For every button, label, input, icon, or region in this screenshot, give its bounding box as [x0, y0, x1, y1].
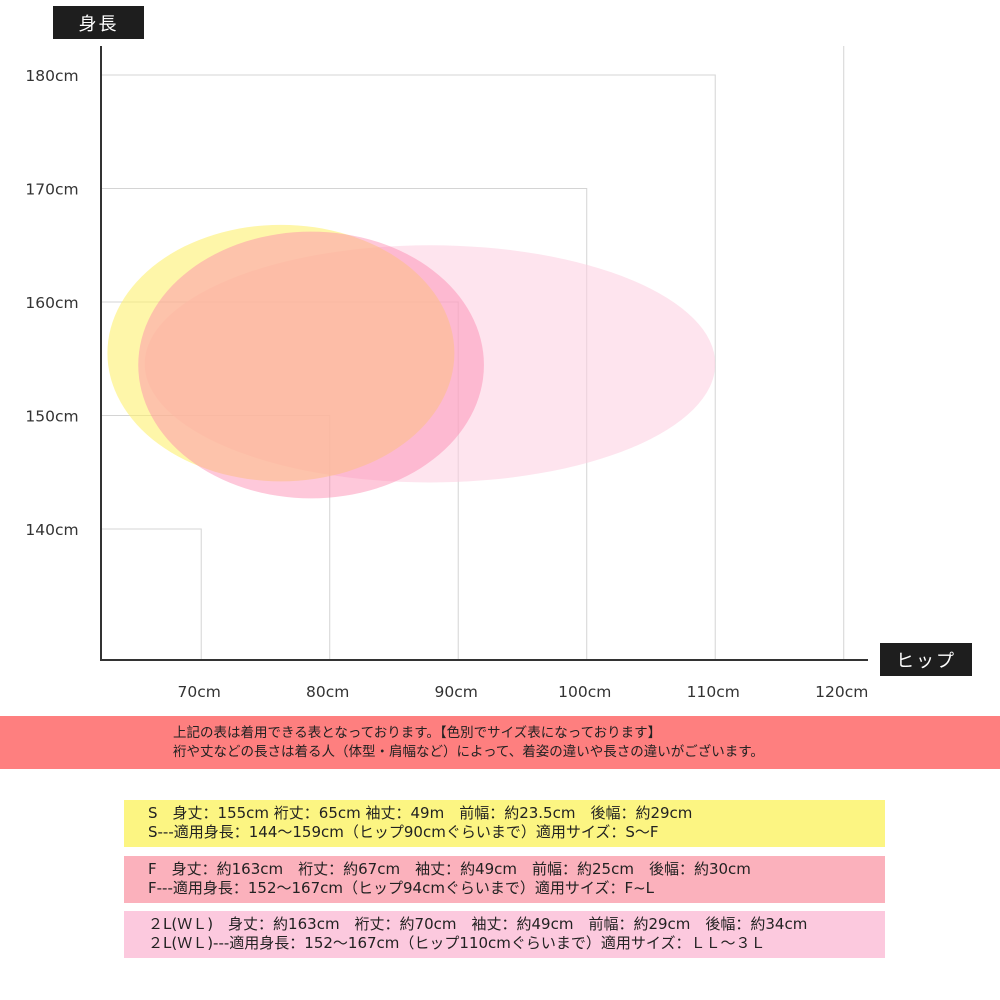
size-f-box: F 身丈：約163cm 裄丈：約67cm 袖丈：約49cm 前幅：約25cm 後…: [124, 856, 885, 903]
size-2l-fit: ２L(ＷＬ)---適用身長：152～167cm（ヒップ110cmぐらいまで）適用…: [148, 934, 766, 952]
x-tick-label: 90cm: [435, 683, 478, 700]
grid-line: [101, 74, 716, 660]
size-s-measurements: S 身丈：155cm 裄丈：65cm 袖丈：49m 前幅：約23.5cm 後幅：…: [148, 804, 693, 822]
size-f-fit: F---適用身長：152～167cm（ヒップ94cmぐらいまで）適用サイズ：F~…: [148, 879, 655, 897]
size-f-measurements: F 身丈：約163cm 裄丈：約67cm 袖丈：約49cm 前幅：約25cm 後…: [148, 860, 751, 878]
x-tick-label: 100cm: [558, 683, 611, 700]
size-s-box: S 身丈：155cm 裄丈：65cm 袖丈：49m 前幅：約23.5cm 後幅：…: [124, 800, 885, 847]
size-s-fit: S---適用身長：144～159cm（ヒップ90cmぐらいまで）適用サイズ：S～…: [148, 823, 659, 841]
x-tick-label: 70cm: [178, 683, 221, 700]
grid-line: [101, 528, 202, 660]
chart-axes: [100, 46, 868, 661]
x-tick-label: 110cm: [687, 683, 740, 700]
size-region-f: [138, 231, 484, 499]
y-tick-label: 180cm: [25, 67, 78, 85]
y-tick-label: 140cm: [25, 521, 78, 539]
size-2l-box: ２L(ＷＬ) 身丈：約163cm 裄丈：約70cm 袖丈：約49cm 前幅：約2…: [124, 911, 885, 958]
y-tick-label: 150cm: [25, 408, 78, 426]
chart-regions: [107, 224, 716, 499]
y-tick-label: 160cm: [25, 294, 78, 312]
x-axis-label: ヒップ: [880, 643, 972, 676]
grid-line: [101, 188, 588, 660]
y-axis-label: 身長: [53, 6, 144, 39]
notice-line-2: 裄や丈などの長さは着る人（体型・肩幅など）によって、着姿の違いや長さの違いがござ…: [173, 744, 764, 760]
size-chart: 140cm 150cm 160cm 170cm 180cm 70cm 80cm 90cm 100…: [25, 46, 868, 700]
notice-banner: 上記の表は着用できる表となっております。【色別でサイズ表になっております】 裄や…: [0, 716, 1000, 769]
y-tick-label: 170cm: [25, 181, 78, 199]
x-tick-label: 120cm: [815, 683, 868, 700]
size-region-s: [107, 224, 455, 482]
notice-line-1: 上記の表は着用できる表となっております。【色別でサイズ表になっております】: [173, 725, 662, 741]
x-tick-label: 80cm: [306, 683, 349, 700]
size-2l-measurements: ２L(ＷＬ) 身丈：約163cm 裄丈：約70cm 袖丈：約49cm 前幅：約2…: [148, 915, 808, 933]
chart-tick-labels: 140cm 150cm 160cm 170cm 180cm 70cm 80cm 90cm 100…: [25, 67, 868, 700]
